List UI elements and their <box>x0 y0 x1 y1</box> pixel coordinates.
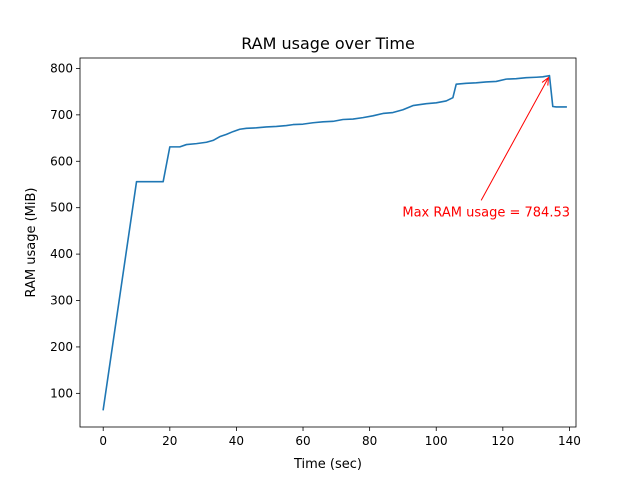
plot-frame <box>79 57 577 428</box>
y-tick-label: 300 <box>50 294 73 308</box>
x-tick-label: 40 <box>229 434 244 448</box>
x-tick-label: 80 <box>362 434 377 448</box>
y-tick-label: 800 <box>50 61 73 75</box>
x-axis-ticks: 0 20 40 60 80 100 120 140 <box>99 427 581 448</box>
ram-usage-line <box>102 74 567 411</box>
plot-area <box>80 58 576 427</box>
y-axis-ticks: 100 200 300 400 500 600 700 800 <box>50 61 80 400</box>
y-tick-label: 700 <box>50 108 73 122</box>
y-tick-label: 600 <box>50 154 73 168</box>
x-axis-label: Time (sec) <box>293 457 362 472</box>
annotation: Max RAM usage = 784.53 <box>402 76 570 220</box>
y-tick-label: 100 <box>50 386 73 400</box>
x-tick-label: 100 <box>425 434 448 448</box>
x-tick-label: 120 <box>491 434 514 448</box>
plot-background <box>80 58 576 427</box>
annotation-text: Max RAM usage = 784.53 <box>402 205 570 220</box>
y-tick-label: 200 <box>50 340 73 354</box>
chart-title: RAM usage over Time <box>241 34 415 53</box>
y-tick-label: 400 <box>50 247 73 261</box>
y-axis-label: RAM usage (MiB) <box>24 188 39 298</box>
annotation-arrow-line <box>480 77 549 201</box>
x-tick-label: 0 <box>99 434 107 448</box>
y-tick-label: 500 <box>50 201 73 215</box>
x-tick-label: 60 <box>295 434 310 448</box>
x-tick-label: 140 <box>558 434 581 448</box>
annotation-arrow-head <box>541 76 550 86</box>
x-tick-label: 20 <box>162 434 177 448</box>
